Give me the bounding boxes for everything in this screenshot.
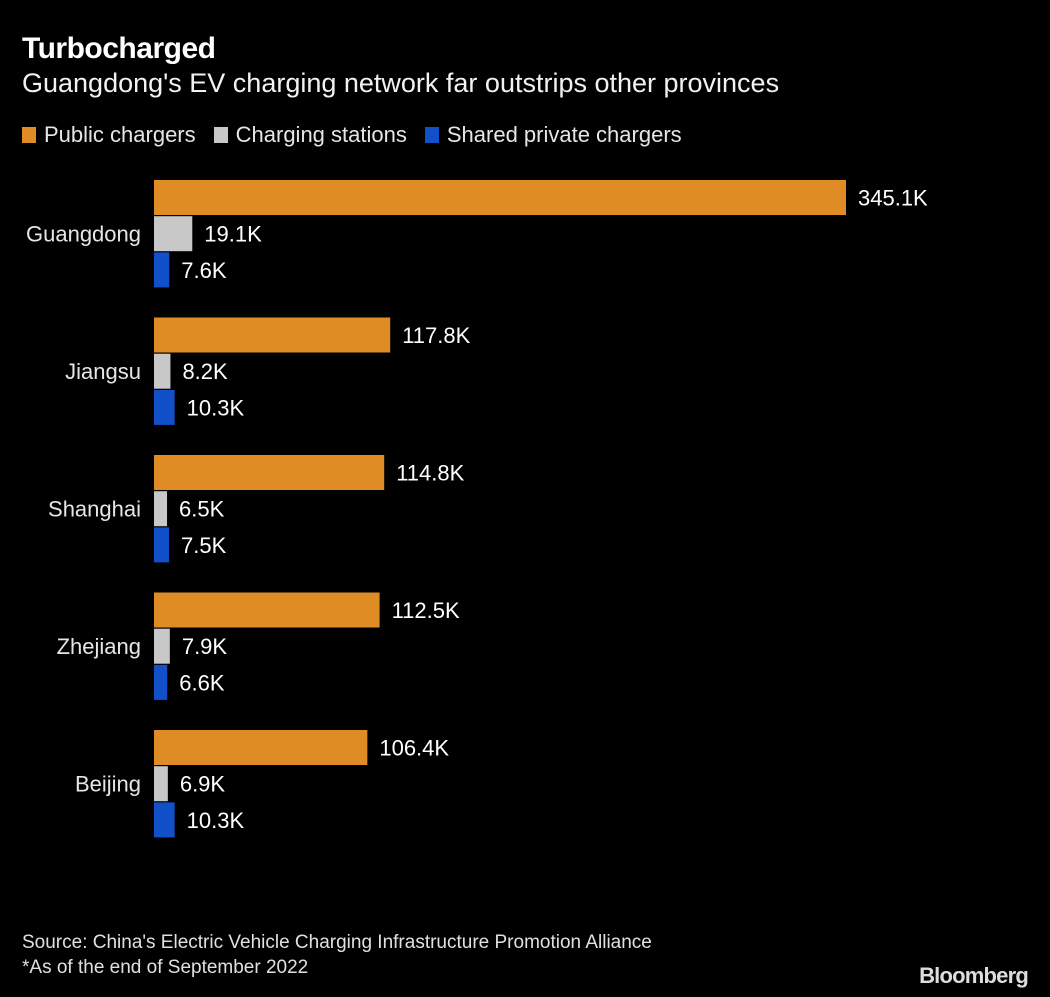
bar-charging-stations	[154, 491, 168, 527]
data-label: 6.9K	[180, 772, 226, 797]
category-label: Jiangsu	[65, 359, 141, 384]
date-note: *As of the end of September 2022	[22, 957, 309, 978]
bloomberg-logo: Bloomberg	[919, 963, 1029, 988]
legend-label: Shared private chargers	[446, 122, 682, 147]
legend-swatch	[213, 127, 228, 143]
data-label: 117.8K	[402, 323, 470, 348]
chart-title: Turbocharged	[22, 32, 216, 65]
data-label: 114.8K	[396, 461, 464, 486]
data-label: 345.1K	[858, 186, 928, 211]
legend-item-shared: Shared private chargers	[424, 122, 682, 148]
data-label: 6.6K	[179, 670, 225, 695]
legend: Public chargers Charging stations Shared…	[22, 122, 682, 148]
legend-swatch	[424, 127, 439, 143]
data-label: 7.6K	[181, 258, 227, 283]
data-label: 106.4K	[379, 736, 449, 761]
data-label: 6.5K	[179, 497, 225, 522]
bar-shared-private-chargers	[154, 389, 175, 425]
source-note: Source: China's Electric Vehicle Chargin…	[22, 932, 652, 953]
bar-charging-stations	[154, 216, 193, 252]
bar-shared-private-chargers	[154, 664, 168, 700]
legend-item-public: Public chargers	[22, 122, 196, 148]
legend-label: Public chargers	[44, 122, 196, 147]
category-label: Shanghai	[48, 497, 141, 522]
bar-public-chargers	[154, 317, 391, 353]
data-label: 10.3K	[187, 395, 245, 420]
bar-public-chargers	[154, 730, 368, 765]
bar-shared-private-chargers	[154, 252, 170, 288]
bar-charging-stations	[154, 353, 171, 389]
data-label: 7.9K	[182, 634, 228, 659]
category-label: Beijing	[75, 772, 141, 797]
bar-public-chargers	[154, 592, 380, 628]
data-label: 8.2K	[182, 359, 228, 384]
data-label: 10.3K	[187, 808, 245, 833]
legend-label: Charging stations	[235, 122, 407, 147]
bar-charging-stations	[154, 766, 168, 802]
chart-subtitle: Guangdong's EV charging network far outs…	[22, 68, 780, 98]
data-label: 7.5K	[181, 533, 227, 558]
bar-shared-private-chargers	[154, 527, 170, 563]
bar-public-chargers	[154, 455, 385, 490]
bar-public-chargers	[154, 180, 846, 215]
legend-item-stations: Charging stations	[213, 122, 407, 148]
bar-shared-private-chargers	[154, 802, 175, 838]
data-label: 19.1K	[204, 222, 262, 247]
footer: Source: China's Electric Vehicle Chargin…	[22, 930, 652, 980]
data-label: 112.5K	[392, 598, 460, 623]
legend-swatch	[22, 127, 36, 143]
category-label: Zhejiang	[57, 634, 141, 659]
bar-charging-stations	[154, 628, 170, 664]
category-label: Guangdong	[26, 222, 141, 247]
